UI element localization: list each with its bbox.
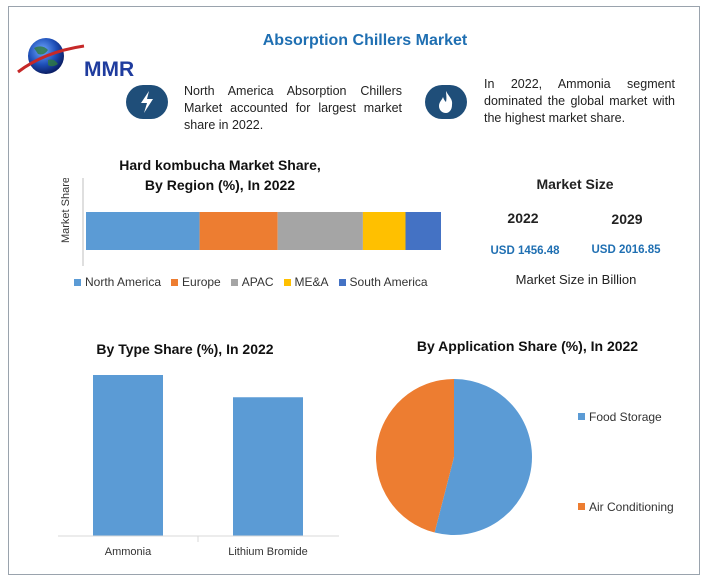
legend-swatch-north-america (74, 278, 81, 286)
fact-north-america: North America Absorption Chillers Market… (184, 84, 402, 132)
legend-label-mea: ME&A (294, 275, 329, 289)
legend-label-air-conditioning: Air Conditioning (589, 500, 674, 514)
market-size-year-2022: 2022 (507, 210, 539, 226)
legend-label-apac: APAC (241, 275, 274, 289)
market-size-year-2029: 2029 (611, 211, 643, 227)
region-bar-south-america (405, 212, 441, 250)
type-bar-lithium-bromide (233, 397, 303, 536)
infographic-frame (8, 6, 700, 575)
legend-swatch-food-storage (578, 413, 585, 420)
legend-item-north-america: North America (74, 275, 161, 289)
mmr-logo: MMR (17, 38, 134, 81)
page-title: Absorption Chillers Market (262, 32, 468, 49)
type-category-lithium-bromide: Lithium Bromide (228, 546, 307, 558)
market-size-value-2029: USD 2016.85 (591, 244, 661, 256)
fact-ammonia: In 2022, Ammonia segment dominated the g… (484, 77, 675, 125)
logo-text: MMR (84, 58, 134, 81)
region-chart-title-line1: Hard kombucha Market Share, (119, 157, 321, 173)
region-bar-apac (277, 212, 363, 250)
region-chart-title-line2: By Region (%), In 2022 (144, 177, 296, 193)
region-bar-europe (199, 212, 278, 250)
region-bar-me-a (362, 212, 406, 250)
legend-item-apac: APAC (230, 275, 274, 289)
type-chart-title: By Type Share (%), In 2022 (96, 341, 274, 357)
legend-item-south-america: South America (338, 275, 428, 289)
market-size-title: Market Size (536, 176, 614, 192)
legend-label-north-america: North America (85, 275, 162, 289)
region-bar-north-america (86, 212, 200, 250)
region-ylabel: Market Share (60, 178, 72, 243)
legend-swatch-mea (283, 278, 291, 286)
legend-swatch-europe (171, 278, 179, 286)
legend-swatch-south-america (338, 278, 346, 286)
type-bar-ammonia (93, 375, 163, 536)
pie-slice-food-storage (434, 379, 532, 535)
application-chart-title: By Application Share (%), In 2022 (416, 338, 639, 354)
market-size-unit: Market Size in Billion (515, 272, 637, 287)
flame-icon (425, 85, 467, 119)
legend-item-europe: Europe (171, 275, 221, 289)
region-chart-title: Hard kombucha Market Share, By Region (%… (90, 155, 350, 195)
market-size-value-2022: USD 1456.48 (490, 245, 560, 257)
pie-slice-air-conditioning (375, 379, 454, 533)
legend-label-south-america: South America (349, 275, 428, 289)
application-pie-chart: Food Storage Air Conditioning (375, 379, 674, 535)
region-legend: North America Europe APAC ME&A South Ame… (74, 275, 428, 289)
type-category-ammonia: Ammonia (105, 546, 152, 558)
legend-swatch-apac (230, 278, 238, 286)
type-bar-chart: Ammonia Lithium Bromide (58, 375, 339, 558)
legend-label-europe: Europe (182, 275, 221, 289)
lightning-icon (126, 85, 168, 119)
legend-item-mea: ME&A (283, 275, 329, 289)
legend-swatch-air-conditioning (578, 503, 585, 510)
region-stacked-bar-chart: Market Share (60, 178, 441, 266)
legend-label-food-storage: Food Storage (589, 410, 662, 424)
